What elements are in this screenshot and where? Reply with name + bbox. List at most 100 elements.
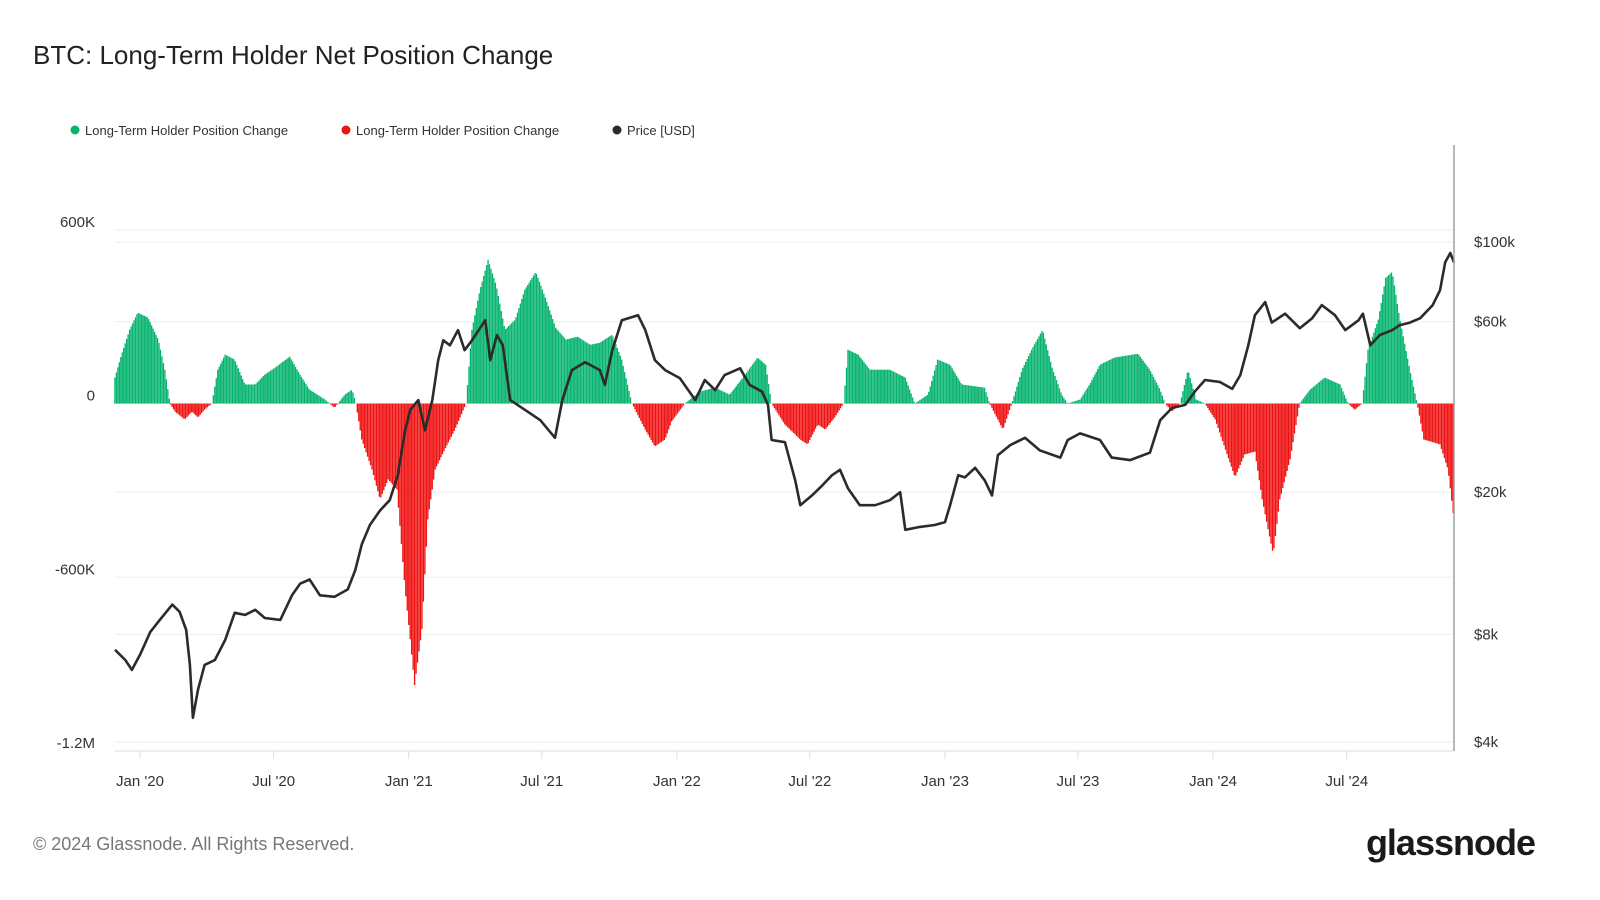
bar-positive (286, 358, 288, 404)
bar-positive (1086, 387, 1089, 404)
bar-positive (1145, 364, 1147, 404)
bar-positive (312, 392, 314, 404)
bar-negative (641, 403, 643, 424)
bar-positive (969, 385, 971, 404)
bar-positive (1020, 372, 1022, 404)
bar-positive (873, 369, 876, 404)
bar-positive (869, 369, 871, 404)
bar-negative (394, 403, 397, 488)
bar-negative (1245, 403, 1247, 455)
bar-positive (870, 369, 873, 404)
bar-negative (1005, 403, 1008, 419)
bar-positive (1193, 394, 1196, 404)
bar-positive (1409, 373, 1412, 404)
bar-negative (1010, 403, 1012, 406)
bar-positive (220, 363, 222, 404)
bar-positive (1323, 378, 1325, 404)
bar-positive (337, 402, 339, 404)
bar-positive (1342, 391, 1344, 404)
bar-negative (391, 403, 394, 485)
bar-positive (1310, 389, 1312, 404)
bar-positive (236, 364, 238, 404)
bar-negative (208, 403, 210, 406)
bar-positive (472, 322, 475, 404)
bar-positive (316, 394, 319, 404)
bar-positive (875, 369, 877, 404)
bar-negative (1235, 403, 1237, 476)
bar-positive (953, 370, 955, 404)
bar-positive (249, 384, 251, 404)
bar-positive (1305, 394, 1307, 404)
bar-negative (363, 403, 366, 449)
bar-positive (1094, 374, 1096, 404)
bar-positive (255, 383, 257, 404)
bar-positive (1025, 361, 1027, 404)
legend-item-price[interactable]: Price [USD] (612, 123, 695, 138)
bar-positive (892, 371, 895, 404)
bar-positive (945, 363, 948, 404)
bar-positive (973, 386, 975, 404)
bar-positive (763, 363, 765, 404)
bar-negative (463, 403, 466, 408)
bar-positive (928, 391, 930, 404)
bar-positive (585, 342, 588, 404)
bar-positive (1023, 365, 1025, 404)
bar-negative (804, 403, 807, 443)
bar-negative (647, 403, 649, 435)
legend-item-negative[interactable]: Long-Term Holder Position Change (341, 123, 560, 138)
bar-negative (776, 403, 779, 413)
bar-positive (537, 277, 539, 404)
bar-positive (848, 350, 851, 404)
x-tick-label: Jan '24 (1189, 773, 1237, 790)
bar-positive (950, 365, 952, 404)
bar-positive (148, 319, 150, 404)
bar-positive (1079, 399, 1081, 404)
bar-positive (723, 392, 726, 404)
bar-negative (1003, 403, 1005, 428)
bar-positive (701, 390, 704, 404)
bar-positive (233, 359, 235, 404)
bar-positive (1047, 350, 1049, 404)
bar-negative (384, 403, 386, 487)
bar-positive (1085, 390, 1087, 404)
bar-positive (513, 320, 516, 404)
bar-negative (209, 403, 212, 405)
bar-negative (1429, 403, 1431, 442)
bar-positive (1332, 381, 1334, 404)
bar-negative (673, 403, 676, 418)
bar-negative (444, 403, 447, 449)
bar-positive (549, 310, 551, 404)
bar-positive (879, 369, 881, 404)
bar-positive (553, 323, 555, 404)
bar-negative (797, 403, 799, 438)
bar-positive (308, 388, 310, 404)
bar-positive (738, 382, 740, 404)
bar-positive (882, 369, 884, 404)
bar-positive (745, 372, 748, 404)
bar-positive (932, 375, 934, 404)
bar-positive (704, 390, 707, 404)
bar-negative (418, 403, 420, 652)
legend-item-positive[interactable]: Long-Term Holder Position Change (70, 123, 289, 138)
bar-positive (920, 399, 923, 404)
bar-positive (1408, 365, 1410, 404)
legend-label-negative: Long-Term Holder Position Change (356, 123, 559, 138)
bar-negative (1358, 403, 1360, 406)
bar-negative (826, 403, 829, 427)
right-tick-label: $8k (1474, 627, 1499, 644)
bar-positive (1089, 383, 1092, 404)
bar-positive (690, 398, 692, 404)
bar-negative (813, 403, 815, 432)
bar-positive (150, 325, 153, 404)
bar-positive (1152, 376, 1155, 404)
bar-positive (252, 384, 254, 404)
bar-positive (1133, 354, 1136, 404)
bar-positive (1188, 372, 1190, 404)
bar-positive (1032, 347, 1034, 404)
bar-negative (456, 403, 458, 425)
bar-positive (541, 289, 544, 404)
bar-negative (773, 403, 776, 409)
bar-negative (837, 403, 839, 413)
x-tick-label: Jul '20 (252, 773, 295, 790)
bar-positive (218, 366, 220, 404)
